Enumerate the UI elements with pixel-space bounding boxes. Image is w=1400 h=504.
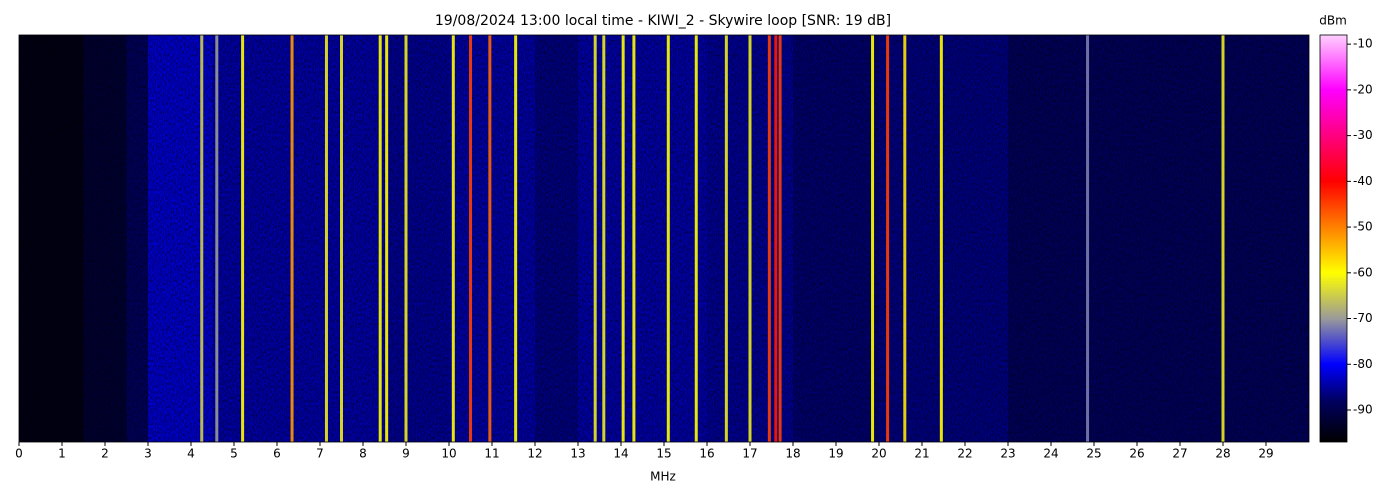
plot-frame	[18, 34, 1310, 443]
signal-line	[200, 35, 204, 442]
signal-line	[404, 35, 408, 442]
signal-line	[340, 35, 343, 442]
signal-line	[215, 35, 219, 442]
signal-line	[1221, 35, 1225, 442]
x-tick-label: 1	[58, 447, 66, 461]
signal-line	[774, 35, 778, 442]
x-tick-label: 16	[699, 447, 714, 461]
colorbar	[1319, 34, 1348, 443]
signal-line	[767, 35, 771, 442]
signal-line	[1086, 35, 1090, 442]
x-tick-label: 23	[1000, 447, 1015, 461]
x-tick-label: 19	[828, 447, 843, 461]
colorbar-tick-label: -50	[1353, 220, 1373, 234]
signal-line	[324, 35, 328, 442]
x-tick-label: 5	[230, 447, 238, 461]
colorbar-tick-label: -40	[1353, 174, 1373, 188]
x-axis-label: MHz	[650, 470, 676, 484]
signal-line	[290, 35, 294, 442]
x-tick-label: 8	[359, 447, 367, 461]
x-tick-label: 29	[1258, 447, 1273, 461]
colorbar-tick-label: -30	[1353, 128, 1373, 142]
texture	[19, 35, 1309, 442]
signal-line	[451, 35, 455, 442]
signal-line	[593, 35, 597, 442]
x-tick-label: 21	[914, 447, 929, 461]
colorbar-tick-label: -80	[1353, 357, 1373, 371]
signal-line	[469, 35, 472, 442]
signal-line	[632, 35, 636, 442]
x-tick-label: 24	[1043, 447, 1058, 461]
x-tick-label: 14	[613, 447, 628, 461]
signal-line	[621, 35, 625, 442]
x-tick-label: 9	[402, 447, 410, 461]
x-tick-label: 7	[316, 447, 324, 461]
signal-line	[694, 35, 698, 442]
signal-line	[871, 35, 875, 442]
colorbar-tick-label: -10	[1353, 37, 1373, 51]
x-tick-label: 6	[273, 447, 281, 461]
signal-line	[778, 35, 782, 442]
signal-line	[514, 35, 518, 442]
signal-line	[724, 35, 728, 442]
x-tick-label: 27	[1172, 447, 1187, 461]
x-tick-label: 10	[441, 447, 456, 461]
signal-line	[903, 35, 907, 442]
signal-line	[378, 35, 382, 442]
signal-line	[385, 35, 389, 442]
x-tick-label: 25	[1086, 447, 1101, 461]
x-tick-label: 18	[785, 447, 800, 461]
x-tick-label: 13	[570, 447, 585, 461]
x-tick-label: 15	[656, 447, 671, 461]
x-tick-label: 2	[101, 447, 109, 461]
chart-title: 19/08/2024 13:00 local time - KIWI_2 - S…	[435, 13, 891, 29]
x-tick-label: 26	[1129, 447, 1144, 461]
x-tick-label: 0	[15, 447, 23, 461]
signal-line	[748, 35, 752, 442]
signal-line	[939, 35, 943, 442]
x-tick-label: 3	[144, 447, 152, 461]
x-tick-label: 20	[871, 447, 886, 461]
signal-line	[886, 35, 890, 442]
signal-line	[488, 35, 492, 442]
plot-area	[19, 35, 1309, 442]
signal-line	[602, 35, 606, 442]
x-tick-label: 28	[1215, 447, 1230, 461]
x-tick-label: 4	[187, 447, 195, 461]
x-tick-label: 12	[527, 447, 542, 461]
x-tick-label: 22	[957, 447, 972, 461]
colorbar-tick-label: -60	[1353, 265, 1373, 279]
signal-line	[241, 35, 245, 442]
colorbar-label: dBm	[1319, 14, 1347, 28]
colorbar-tick-label: -20	[1353, 82, 1373, 96]
colorbar-tick-label: -90	[1353, 402, 1373, 416]
x-tick-label: 17	[742, 447, 757, 461]
colorbar-tick-label: -70	[1353, 311, 1373, 325]
x-tick-label: 11	[484, 447, 499, 461]
signal-line	[666, 35, 670, 442]
